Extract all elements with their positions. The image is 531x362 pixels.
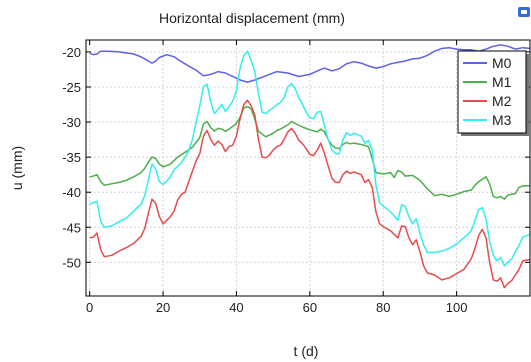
chart-title: Horizontal displacement (mm): [159, 10, 345, 26]
series-lines: [89, 44, 531, 289]
series-line-m0: [89, 44, 531, 83]
x-tick-label: 80: [376, 300, 390, 315]
y-tick-label: -30: [62, 115, 81, 130]
x-tick-label: 60: [303, 300, 317, 315]
y-tick-label: -50: [62, 255, 81, 270]
x-tick-label: 20: [156, 300, 170, 315]
x-tick-label: 0: [86, 300, 93, 315]
x-axis-ticks: 0 20 40 60 80 100: [86, 40, 467, 315]
x-axis-title: t (d): [294, 343, 319, 359]
y-axis-ticks: -20 -25 -30 -35 -40 -45 -50: [62, 45, 530, 270]
y-tick-label: -25: [62, 80, 81, 95]
series-line-m3: [89, 50, 531, 267]
series-line-m1: [89, 105, 530, 200]
grid: [86, 40, 530, 296]
x-tick-label: 100: [446, 300, 468, 315]
x-tick-label: 40: [229, 300, 243, 315]
axes: [85, 39, 531, 297]
y-tick-label: -45: [62, 220, 81, 235]
y-tick-label: -40: [62, 185, 81, 200]
legend-label-m1: M1: [492, 74, 512, 90]
toolbar-icon[interactable]: [518, 7, 530, 17]
legend: M0 M1 M2 M3: [457, 50, 529, 136]
y-axis-title: u (mm): [9, 146, 25, 190]
legend-box: [457, 50, 527, 134]
y-tick-label: -35: [62, 150, 81, 165]
plot-area: [85, 39, 531, 297]
y-tick-label: -20: [62, 45, 81, 60]
legend-label-m2: M2: [492, 93, 512, 109]
legend-label-m3: M3: [492, 112, 512, 128]
series-line-m2: [89, 99, 531, 289]
legend-label-m0: M0: [492, 55, 512, 71]
